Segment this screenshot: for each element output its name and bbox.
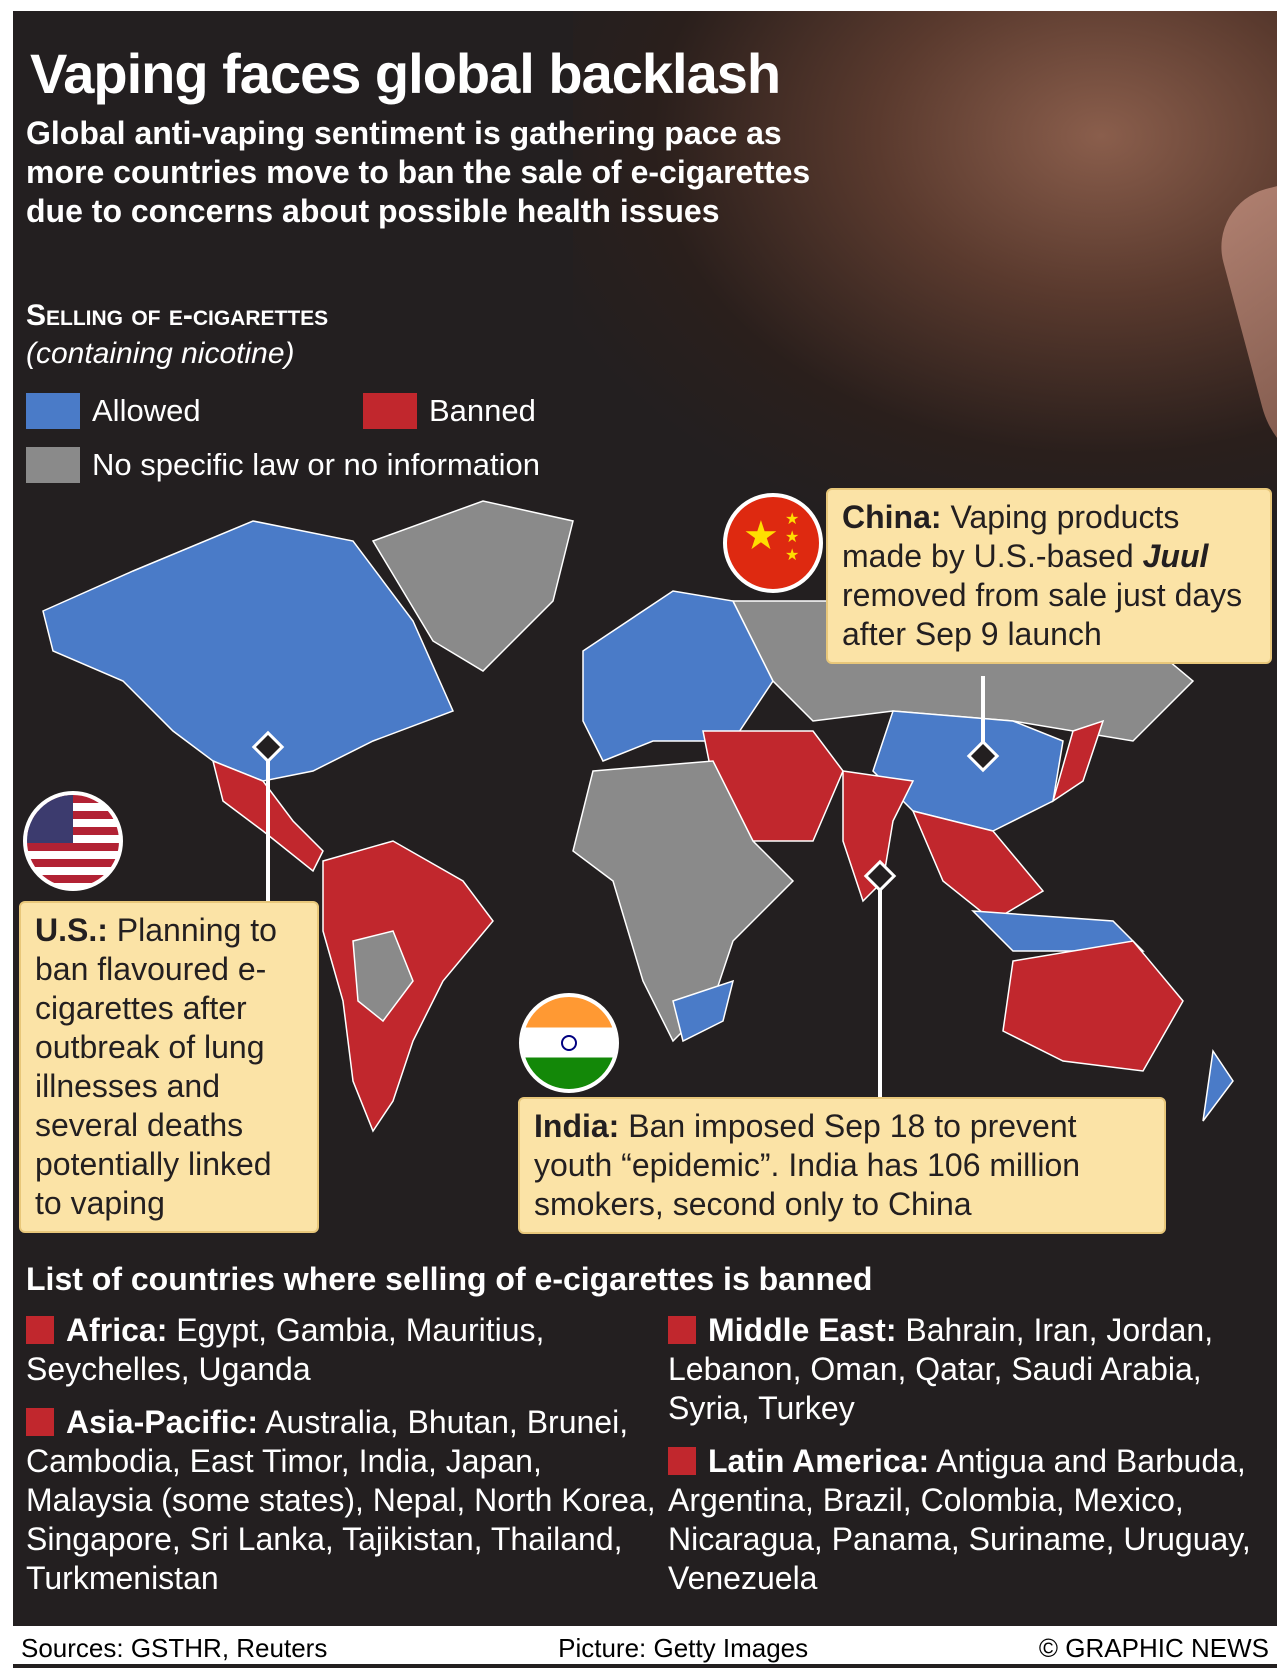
map-australia xyxy=(1002,940,1184,1072)
callout-text: Vaping products made by U.S.-based xyxy=(842,499,1180,574)
allowed-swatch xyxy=(26,393,80,429)
banned-list-right: Middle East: Bahrain, Iran, Jordan, Leba… xyxy=(668,1311,1273,1612)
footer: Sources: GSTHR, Reuters Picture: Getty I… xyxy=(13,1632,1277,1668)
infographic-panel: Vaping faces global backlash Global anti… xyxy=(13,11,1277,1626)
region-name: Latin America: xyxy=(708,1443,930,1479)
legend-allowed: Allowed xyxy=(26,393,201,429)
region-asia-pacific: Asia-Pacific: Australia, Bhutan, Brunei,… xyxy=(26,1403,656,1598)
callout-lead: U.S.: xyxy=(35,912,108,948)
region-africa: Africa: Egypt, Gambia, Mauritius, Seyche… xyxy=(26,1311,656,1389)
legend-label: Allowed xyxy=(92,393,201,428)
callout-lead: China: xyxy=(842,499,942,535)
region-name: Africa: xyxy=(66,1312,168,1348)
us-flag-icon xyxy=(23,791,123,891)
region-countries: Bahrain, Iran, Jordan, Lebanon, Oman, Qa… xyxy=(668,1312,1214,1426)
callout-text: Planning to ban flavoured e-cigarettes a… xyxy=(35,912,277,1221)
copyright: © GRAPHIC NEWS xyxy=(1038,1632,1269,1663)
legend-note: (containing nicotine) xyxy=(26,337,295,370)
hand-image xyxy=(1207,147,1277,495)
vaping-photo xyxy=(573,11,1277,511)
legend-label: No specific law or no information xyxy=(92,447,540,482)
china-callout: China: Vaping products made by U.S.-base… xyxy=(826,488,1272,664)
map-china xyxy=(872,710,1064,832)
page-title: Vaping faces global backlash xyxy=(30,42,781,105)
us-callout: U.S.: Planning to ban flavoured e-cigare… xyxy=(19,901,319,1233)
callout-text: removed from sale just days after Sep 9 … xyxy=(842,577,1243,652)
callout-lead: India: xyxy=(534,1108,620,1144)
india-callout: India: Ban imposed Sep 18 to prevent you… xyxy=(518,1097,1166,1234)
subtitle: Global anti-vaping sentiment is gatherin… xyxy=(26,115,811,229)
region-name: Asia-Pacific: xyxy=(66,1404,259,1440)
region-countries: Antigua and Barbuda, Argentina, Brazil, … xyxy=(668,1443,1251,1596)
no-law-swatch xyxy=(26,447,80,483)
map-southeast-asia xyxy=(911,809,1045,922)
picture-credit: Picture: Getty Images xyxy=(558,1632,809,1663)
map-japan xyxy=(1051,719,1105,803)
banned-list-heading: List of countries where selling of e-cig… xyxy=(26,1261,873,1297)
us-marker xyxy=(251,730,285,764)
map-south-africa xyxy=(672,979,735,1043)
india-marker xyxy=(863,859,897,893)
legend-heading: Selling of e-cigarettes xyxy=(26,299,329,332)
legend-label: Banned xyxy=(429,393,536,428)
callout-text: Ban imposed Sep 18 to prevent youth “epi… xyxy=(534,1108,1081,1222)
banned-swatch xyxy=(363,393,417,429)
callout-emphasis: Juul xyxy=(1142,538,1209,574)
region-name: Middle East: xyxy=(708,1312,897,1348)
region-countries: Australia, Bhutan, Brunei, Cambodia, Eas… xyxy=(26,1404,656,1596)
map-indonesia xyxy=(971,910,1145,952)
map-new-zealand xyxy=(1202,1048,1234,1122)
region-latin-america: Latin America: Antigua and Barbuda, Arge… xyxy=(668,1442,1273,1598)
india-flag-icon xyxy=(519,993,619,1093)
map-greenland xyxy=(371,500,574,672)
china-marker xyxy=(966,739,1000,773)
map-north-america xyxy=(42,520,455,782)
sources: Sources: GSTHR, Reuters xyxy=(21,1632,328,1663)
legend-banned: Banned xyxy=(363,393,536,429)
map-south-america-gray xyxy=(352,930,414,1023)
banned-list-left: Africa: Egypt, Gambia, Mauritius, Seyche… xyxy=(26,1311,656,1612)
china-flag-icon: ★ ★ ★ ★ xyxy=(723,493,823,593)
region-middle-east: Middle East: Bahrain, Iran, Jordan, Leba… xyxy=(668,1311,1273,1428)
region-countries: Egypt, Gambia, Mauritius, Seychelles, Ug… xyxy=(26,1312,545,1387)
legend-no-law: No specific law or no information xyxy=(26,447,540,483)
